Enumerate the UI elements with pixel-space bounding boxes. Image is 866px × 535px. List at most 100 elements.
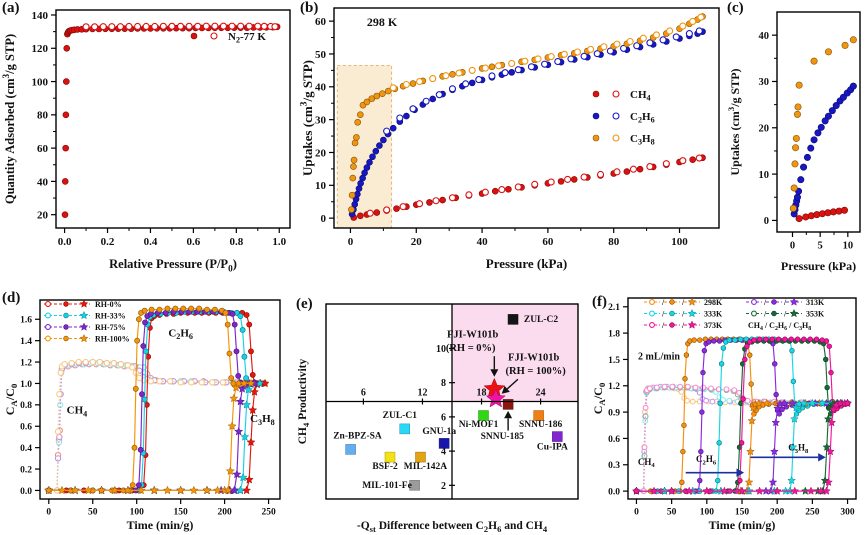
data-point-marker bbox=[409, 105, 417, 113]
data-point-marker bbox=[185, 22, 193, 30]
x-tick-label: 100 bbox=[130, 508, 145, 518]
data-point-marker bbox=[682, 376, 688, 382]
data-point-marker bbox=[231, 382, 241, 392]
legend-label: 333K bbox=[704, 309, 723, 318]
x-axis-label: Pressure (kPa) bbox=[781, 259, 856, 273]
data-point-marker bbox=[801, 336, 807, 342]
annotation-arrowhead bbox=[736, 468, 745, 477]
y-axis-label: Quantity Adsorbed (cm3/g STP) bbox=[2, 34, 17, 204]
x-tick-label: 200 bbox=[770, 508, 785, 518]
data-point-marker bbox=[82, 23, 90, 31]
legend-slash: / bbox=[681, 298, 685, 307]
y-tick-label: 100 bbox=[32, 76, 49, 88]
data-point-marker bbox=[702, 486, 712, 495]
data-point-marker bbox=[248, 348, 254, 355]
x-tick-label: 50 bbox=[667, 508, 677, 518]
data-point-marker bbox=[507, 314, 519, 325]
data-point-marker bbox=[189, 485, 199, 495]
y-tick-label: 1.6 bbox=[20, 316, 32, 326]
data-point-marker bbox=[641, 444, 648, 451]
data-point-marker bbox=[478, 410, 489, 421]
data-point-marker bbox=[228, 22, 236, 30]
x-axis-label: -Qst Difference between C2H6 and CH4 bbox=[357, 520, 548, 534]
y-tick-label: 10 bbox=[759, 170, 770, 181]
panel-a: (a) 0.0 0.2 0.4 0.6 0.8 1.0 20 40 60 80 100 120 140 N… bbox=[0, 0, 298, 290]
y-tick-label: 0.6 bbox=[608, 435, 620, 445]
data-point-marker bbox=[720, 345, 727, 351]
series-line bbox=[48, 382, 255, 491]
data-point-marker bbox=[754, 398, 764, 408]
data-point-marker bbox=[147, 378, 154, 385]
panel-a-chart: 0.0 0.2 0.4 0.6 0.8 1.0 20 40 60 80 100 120 140 N2-77… bbox=[2, 9, 291, 274]
y-tick-label: 1.5 bbox=[608, 356, 620, 366]
y-tick-label: 50 bbox=[315, 49, 327, 61]
data-point-marker bbox=[134, 22, 142, 31]
data-point-marker bbox=[177, 379, 184, 386]
x-tick-label: 24 bbox=[536, 388, 546, 399]
data-point-marker bbox=[703, 397, 710, 404]
data-point-marker bbox=[613, 168, 621, 176]
x-tick-label: 300 bbox=[840, 508, 855, 518]
panel-f-chart: 0 50 100 150 200 250 300 0.0 0.3 0.6 0.9 1.2 1.5 1.8 2… bbox=[591, 297, 857, 532]
legend-label: RH-33% bbox=[95, 311, 126, 320]
data-point-marker bbox=[45, 312, 51, 319]
data-point-marker bbox=[596, 170, 605, 179]
data-point-marker bbox=[793, 193, 801, 201]
data-point-marker bbox=[817, 123, 825, 131]
data-point-marker bbox=[514, 183, 522, 191]
data-point-marker bbox=[415, 451, 426, 463]
data-point-marker bbox=[235, 396, 245, 406]
data-point-marker bbox=[136, 485, 146, 495]
data-point-marker bbox=[219, 379, 227, 386]
data-point-marker bbox=[176, 22, 185, 30]
data-point-marker bbox=[393, 205, 400, 212]
y-tick-label: 30 bbox=[759, 77, 770, 88]
data-point-marker bbox=[350, 156, 358, 164]
data-point-marker bbox=[204, 306, 210, 313]
data-point-marker bbox=[642, 404, 649, 411]
data-point-marker bbox=[455, 69, 463, 77]
y-tick-label: 0.4 bbox=[20, 444, 32, 454]
data-point-marker bbox=[823, 338, 830, 344]
data-point-marker bbox=[180, 305, 187, 312]
y-tick-label: 60 bbox=[37, 143, 49, 155]
x-tick-label: 250 bbox=[261, 508, 276, 518]
annotation-label: GNU-1a bbox=[422, 427, 456, 437]
data-point-marker bbox=[222, 309, 229, 316]
data-point-marker bbox=[439, 196, 446, 204]
x-tick-label: 0.0 bbox=[58, 236, 72, 248]
data-point-marker bbox=[649, 299, 655, 305]
data-point-marker bbox=[229, 393, 239, 403]
data-point-marker bbox=[687, 297, 697, 306]
data-point-marker bbox=[134, 337, 141, 344]
data-point-marker bbox=[96, 358, 103, 366]
data-point-marker bbox=[751, 299, 757, 305]
data-point-marker bbox=[211, 22, 219, 30]
data-point-marker bbox=[373, 92, 381, 100]
annotation-label: SNNU-186 bbox=[519, 420, 563, 430]
data-point-marker bbox=[810, 57, 818, 65]
data-point-marker bbox=[772, 361, 778, 367]
data-point-marker bbox=[689, 17, 697, 26]
y-tick-label: 0.3 bbox=[608, 461, 620, 471]
data-point-marker bbox=[679, 157, 687, 165]
data-point-marker bbox=[357, 212, 364, 220]
data-point-marker bbox=[139, 391, 145, 398]
data-point-marker bbox=[61, 178, 69, 185]
data-point-marker bbox=[79, 310, 89, 320]
x-tick-label: 1.0 bbox=[272, 236, 286, 248]
data-point-marker bbox=[485, 388, 506, 408]
data-point-marker bbox=[527, 63, 535, 71]
annotation-arrow bbox=[506, 378, 519, 390]
data-point-marker bbox=[791, 403, 801, 412]
data-point-marker bbox=[137, 446, 144, 453]
data-point-marker bbox=[353, 134, 360, 141]
data-point-marker bbox=[790, 378, 797, 385]
data-point-marker bbox=[799, 398, 809, 408]
data-point-marker bbox=[789, 308, 799, 318]
data-point-marker bbox=[44, 485, 54, 495]
data-point-marker bbox=[136, 316, 142, 323]
data-point-marker bbox=[790, 184, 798, 192]
y-tick-label: 60 bbox=[315, 16, 327, 28]
